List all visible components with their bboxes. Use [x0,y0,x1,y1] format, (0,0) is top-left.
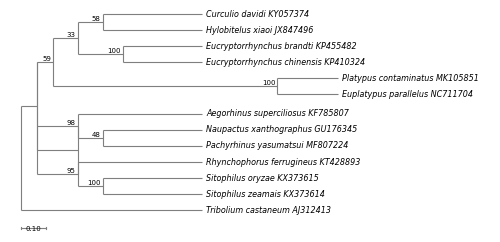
Text: Rhynchophorus ferrugineus KT428893: Rhynchophorus ferrugineus KT428893 [206,158,360,166]
Text: Hylobitelus xiaoi JX847496: Hylobitelus xiaoi JX847496 [206,26,314,35]
Text: 59: 59 [42,56,51,62]
Text: Platypus contaminatus MK105851: Platypus contaminatus MK105851 [342,74,479,83]
Text: Euplatypus parallelus NC711704: Euplatypus parallelus NC711704 [342,90,473,99]
Text: Sitophilus zeamais KX373614: Sitophilus zeamais KX373614 [206,190,325,199]
Text: 98: 98 [67,120,76,126]
Text: 0.10: 0.10 [26,226,42,232]
Text: 100: 100 [262,80,276,86]
Text: Aegorhinus superciliosus KF785807: Aegorhinus superciliosus KF785807 [206,109,349,118]
Text: 100: 100 [108,48,121,54]
Text: 58: 58 [92,16,100,22]
Text: Naupactus xanthographus GU176345: Naupactus xanthographus GU176345 [206,125,357,134]
Text: 100: 100 [87,180,101,186]
Text: Tribolium castaneum AJ312413: Tribolium castaneum AJ312413 [206,206,331,215]
Text: 33: 33 [67,32,76,38]
Text: 95: 95 [67,168,76,174]
Text: Eucryptorrhynchus chinensis KP410324: Eucryptorrhynchus chinensis KP410324 [206,58,365,67]
Text: Curculio davidi KY057374: Curculio davidi KY057374 [206,9,309,19]
Text: 48: 48 [92,132,100,138]
Text: Eucryptorrhynchus brandti KP455482: Eucryptorrhynchus brandti KP455482 [206,42,356,51]
Text: Sitophilus oryzae KX373615: Sitophilus oryzae KX373615 [206,174,318,183]
Text: Pachyrhinus yasumatsui MF807224: Pachyrhinus yasumatsui MF807224 [206,141,348,151]
